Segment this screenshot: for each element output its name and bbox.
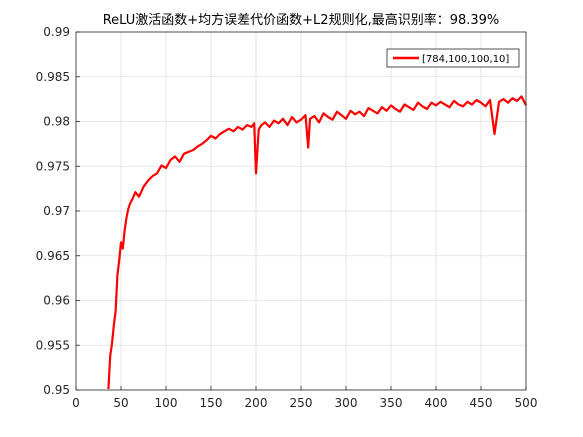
x-tick-label: 450 bbox=[470, 396, 493, 410]
series-layer bbox=[107, 95, 527, 390]
legend-label: [784,100,100,10] bbox=[422, 54, 509, 65]
x-tick-label: 150 bbox=[200, 396, 223, 410]
y-tick-label: 0.985 bbox=[36, 70, 70, 84]
x-tick-label: 200 bbox=[245, 396, 268, 410]
x-tick-label: 100 bbox=[155, 396, 178, 410]
y-tick-label: 0.955 bbox=[36, 338, 70, 352]
series-line bbox=[107, 95, 527, 390]
y-tick-label: 0.99 bbox=[43, 25, 70, 39]
x-tick-label: 500 bbox=[515, 396, 538, 410]
y-tick-label: 0.965 bbox=[36, 249, 70, 263]
x-tick-label: 300 bbox=[335, 396, 358, 410]
y-tick-label: 0.95 bbox=[43, 383, 70, 397]
x-tick-label: 350 bbox=[380, 396, 403, 410]
x-tick-label: 250 bbox=[290, 396, 313, 410]
x-tick-label: 400 bbox=[425, 396, 448, 410]
legend-box bbox=[386, 48, 520, 68]
ticks: 0 50 100 150 200 250 300 350 400 450 500 0.95 0.955 0… bbox=[36, 25, 538, 410]
x-tick-label: 0 bbox=[72, 396, 80, 410]
y-tick-label: 0.975 bbox=[36, 159, 70, 173]
legend: [784,100,100,10] bbox=[386, 48, 520, 68]
y-tick-label: 0.97 bbox=[43, 204, 70, 218]
x-tick-label: 50 bbox=[113, 396, 128, 410]
chart-title: ReLU激活函数+均方误差代价函数+L2规则化,最高识别率：98.39% bbox=[103, 12, 500, 28]
y-tick-label: 0.98 bbox=[43, 115, 70, 129]
y-tick-label: 0.96 bbox=[43, 294, 70, 308]
